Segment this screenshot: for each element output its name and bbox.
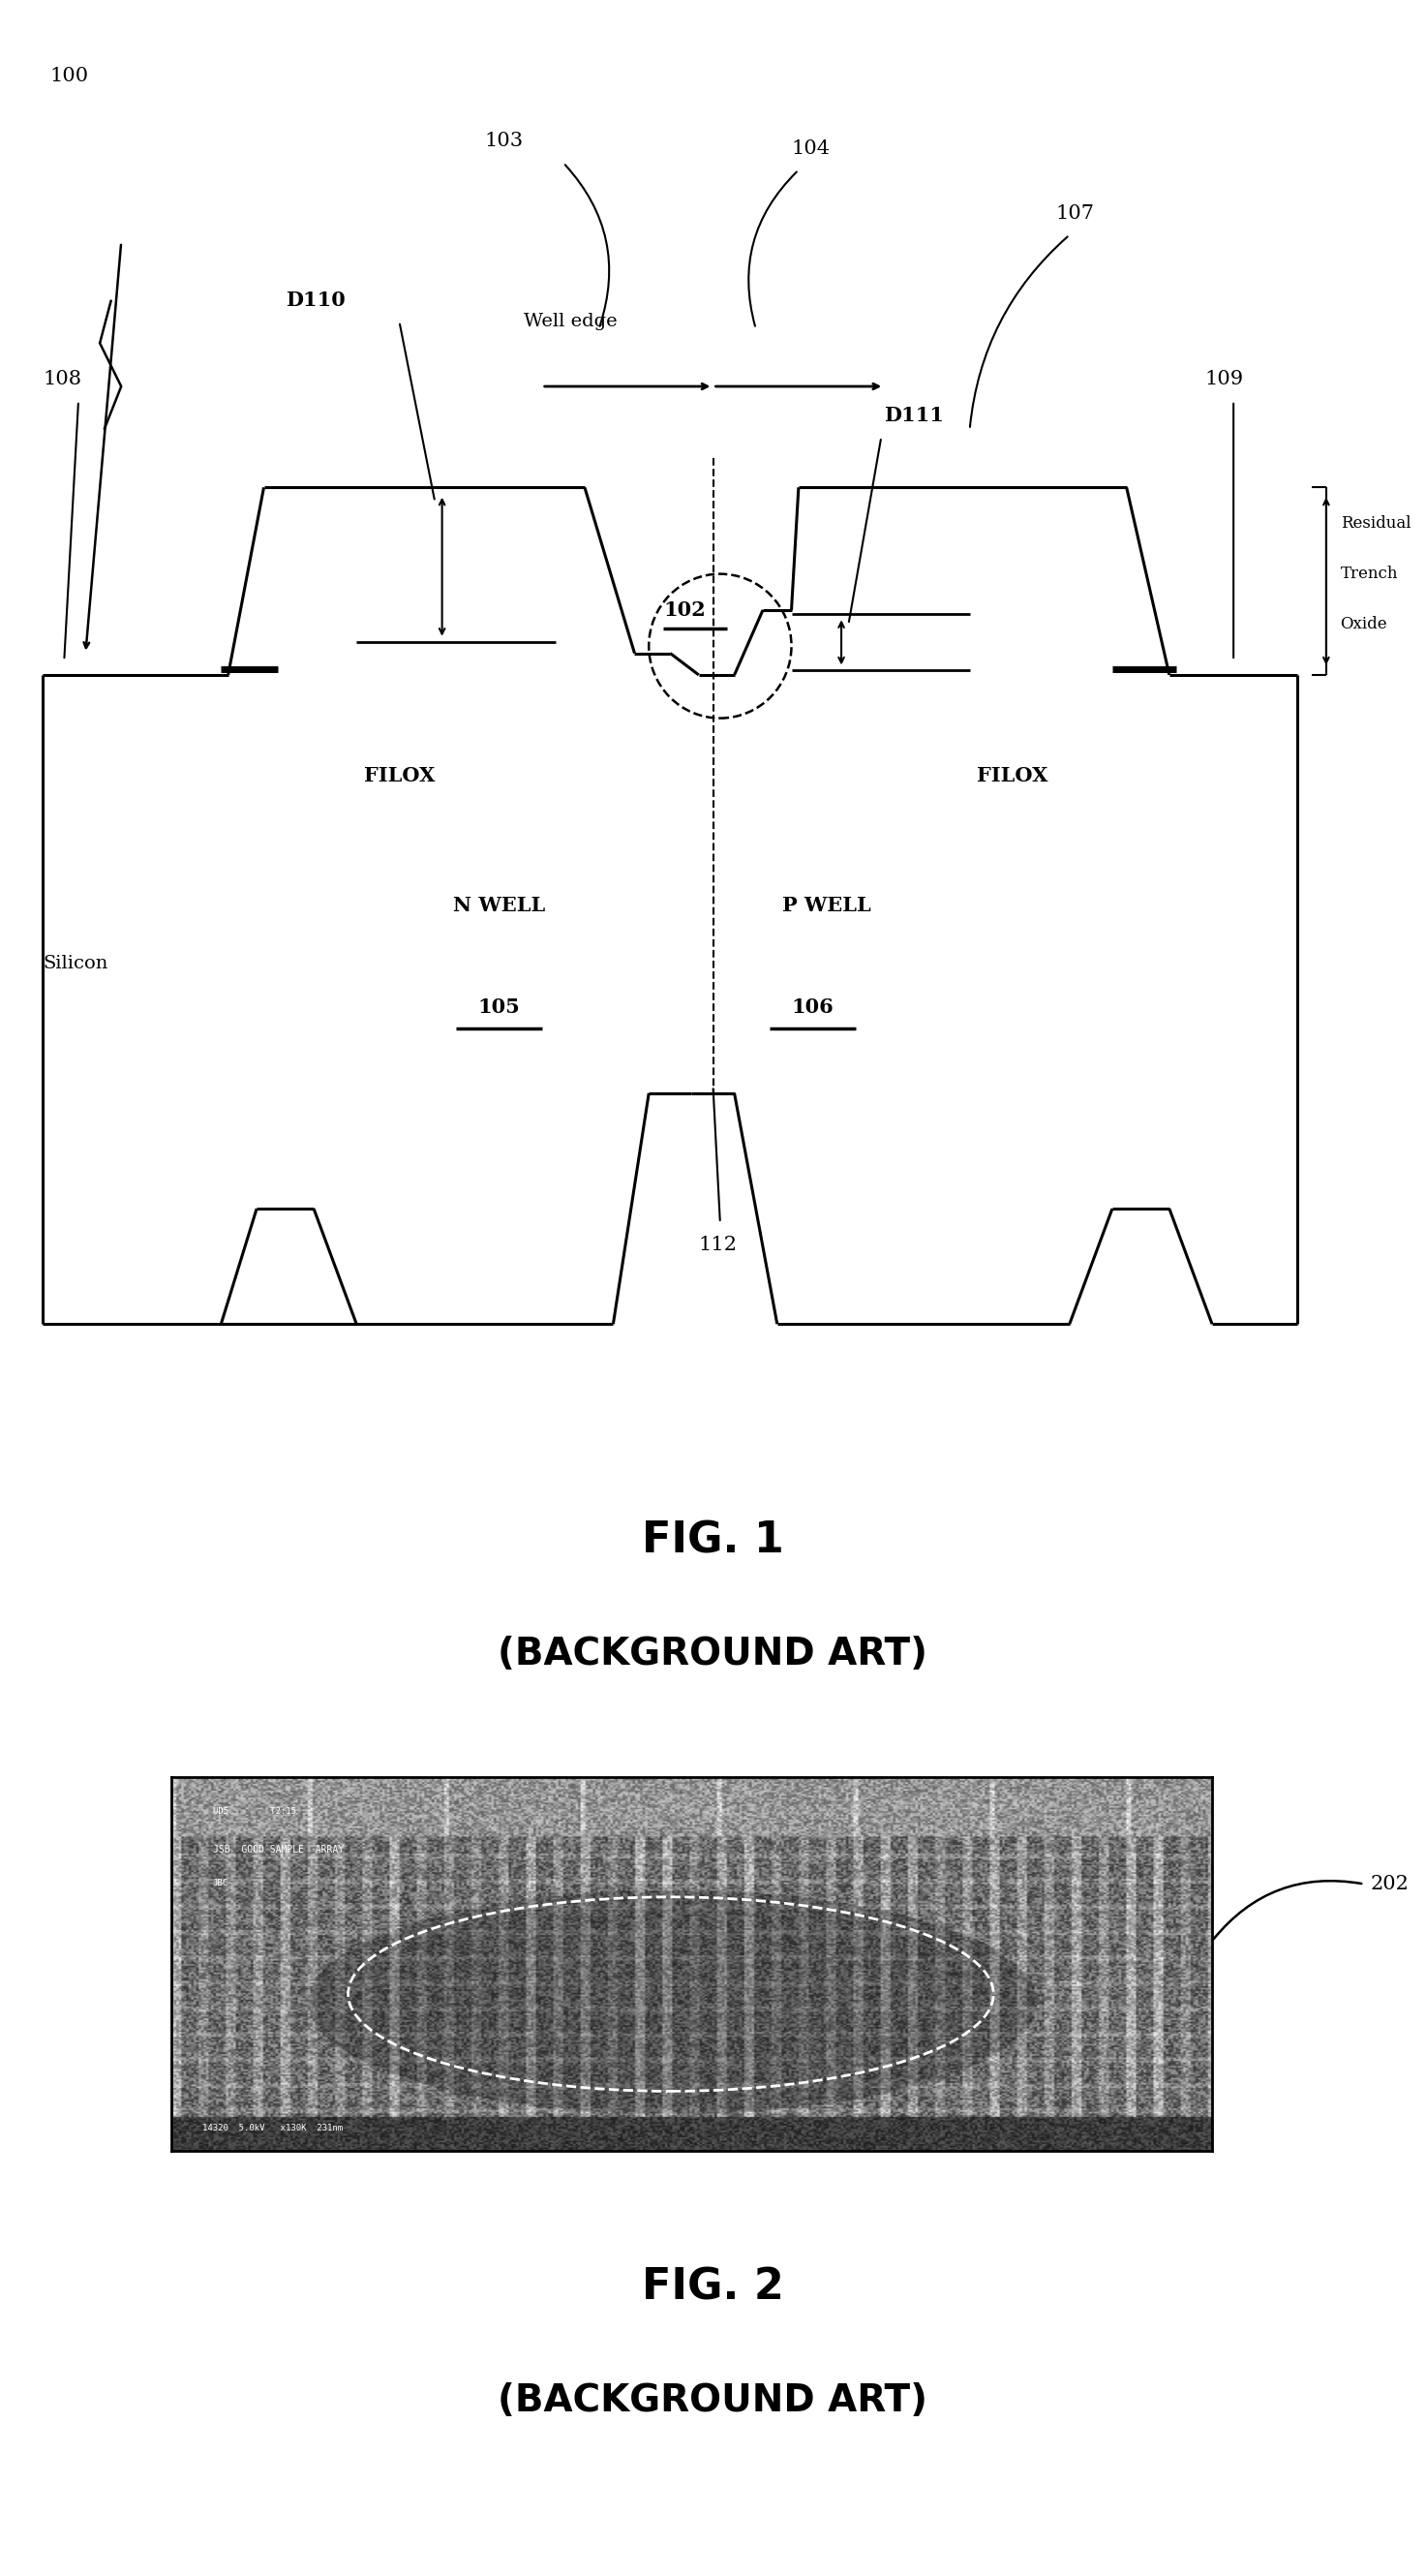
Text: N WELL: N WELL	[453, 896, 545, 914]
Text: Trench: Trench	[1340, 567, 1397, 582]
Text: 112: 112	[699, 1236, 737, 1255]
Text: FILOX: FILOX	[977, 765, 1048, 786]
Text: D111: D111	[884, 404, 944, 425]
Text: D110: D110	[285, 291, 345, 309]
Text: 100: 100	[50, 67, 88, 85]
Text: JSB  GOOD SAMPLE  ARRAY: JSB GOOD SAMPLE ARRAY	[212, 1844, 344, 1855]
Text: 102: 102	[663, 600, 706, 621]
Text: 107: 107	[1055, 204, 1094, 222]
Text: 104: 104	[791, 139, 830, 157]
Text: Oxide: Oxide	[1340, 616, 1387, 634]
Text: 106: 106	[791, 997, 834, 1018]
Text: P WELL: P WELL	[783, 896, 871, 914]
Text: FIG. 1: FIG. 1	[642, 1520, 784, 1561]
Text: FIG. 2: FIG. 2	[642, 2267, 784, 2308]
Text: FILOX: FILOX	[364, 765, 435, 786]
Text: 202: 202	[1370, 1875, 1409, 1893]
Text: (BACKGROUND ART): (BACKGROUND ART)	[498, 2383, 928, 2419]
Text: 109: 109	[1205, 371, 1243, 389]
Text: 14320  5.0kV   x130K  231nm: 14320 5.0kV x130K 231nm	[202, 2123, 342, 2133]
Text: Silicon: Silicon	[43, 956, 108, 971]
Text: 108: 108	[43, 371, 81, 389]
Text: 105: 105	[478, 997, 520, 1018]
Text: 103: 103	[485, 131, 523, 149]
Text: Well edge: Well edge	[523, 312, 617, 330]
Text: Residual: Residual	[1340, 515, 1410, 531]
Text: (BACKGROUND ART): (BACKGROUND ART)	[498, 1636, 928, 1672]
Text: JBC: JBC	[212, 1878, 228, 1888]
Text: UD5        T2:15: UD5 T2:15	[212, 1808, 297, 1816]
